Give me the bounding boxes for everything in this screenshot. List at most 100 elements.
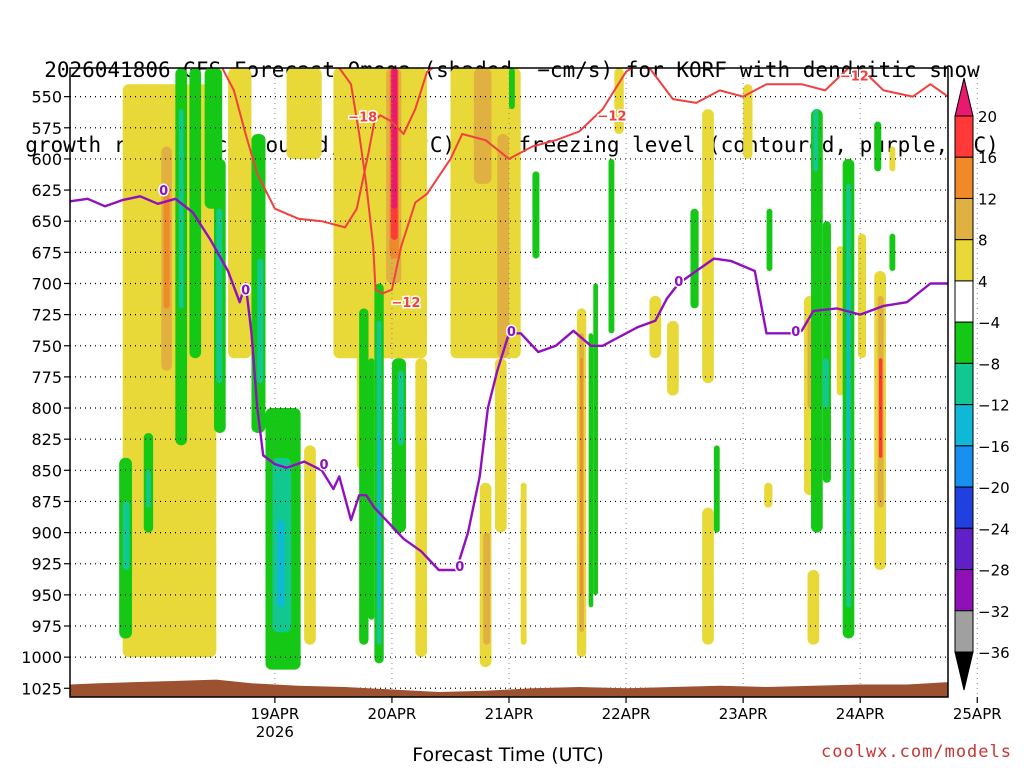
omega-cell: [216, 208, 223, 384]
y-tick-label: 625: [31, 181, 62, 200]
omega-cell: [140, 283, 158, 371]
credit-link[interactable]: coolwx.com/models: [821, 742, 1012, 762]
omega-cell: [520, 482, 527, 645]
contour-labels: 0 0 0 0 0 0 0 −18 −12 −12 −12: [158, 68, 871, 577]
omega-cell: [167, 482, 177, 608]
y-tick-label: 575: [31, 119, 62, 138]
omega-cell: [391, 68, 398, 209]
x-axis-label: Forecast Time (UTC): [412, 744, 604, 766]
omega-cell: [509, 68, 515, 110]
omega-cell: [377, 432, 381, 608]
contour-label: 0: [241, 284, 250, 299]
omega-cell: [702, 507, 714, 645]
y-tick-label: 800: [31, 399, 62, 418]
colorbar-label: −8: [978, 355, 1000, 373]
y-tick-label: 875: [31, 492, 62, 511]
omega-cell: [532, 171, 540, 259]
y-tick-label: 850: [31, 461, 62, 480]
omega-cell: [690, 208, 699, 309]
contour-label: −12: [840, 69, 869, 84]
colorbar-label: 4: [978, 273, 988, 291]
x-tick-label: 20APR: [368, 705, 417, 723]
colorbar-segment: [954, 239, 974, 282]
x-tick-label: 23APR: [719, 705, 768, 723]
y-tick-label: 775: [31, 368, 62, 387]
colorbar-label: −12: [978, 397, 1010, 415]
y-tick-label: 725: [31, 306, 62, 325]
omega-cell: [813, 109, 819, 172]
x-tick-label: 25APR: [953, 705, 1002, 723]
contour-label: −18: [348, 111, 377, 126]
dgz-contour-minus18: [221, 68, 434, 229]
omega-cell: [580, 358, 583, 595]
colorbar-segment: [954, 156, 974, 199]
omega-cell: [857, 233, 867, 359]
omega-cell: [146, 470, 151, 508]
y-tick-label: 975: [31, 617, 62, 636]
contour-label: −12: [391, 296, 420, 311]
omega-cell: [163, 183, 170, 309]
colorbar-segment: [954, 197, 974, 241]
colorbar-arrow-bottom: [954, 651, 974, 691]
contour-lines: [70, 68, 948, 572]
colorbar-label: −28: [978, 562, 1010, 580]
colorbar-label: −36: [978, 644, 1010, 662]
omega-cell: [473, 68, 492, 184]
omega-cell: [189, 68, 202, 359]
x-tick-label: 21APR: [485, 705, 534, 723]
omega-cell: [766, 208, 773, 272]
y-tick-label: 925: [31, 555, 62, 574]
y-tick-label: 825: [31, 430, 62, 449]
freezing-level-contour: [70, 195, 948, 572]
colorbar-label: 20: [978, 108, 997, 126]
colorbar-segment: [954, 445, 974, 488]
x-tick-year: 2026: [256, 723, 294, 741]
x-tick-label: 24APR: [836, 705, 885, 723]
omega-shading: [119, 68, 896, 670]
omega-cell: [178, 109, 184, 309]
omega-cell: [483, 532, 491, 645]
contour-label: −12: [598, 109, 627, 124]
colorbar-label: −32: [978, 603, 1010, 621]
colorbar-label: −24: [978, 520, 1010, 538]
y-tick-label: 1000: [21, 648, 62, 667]
contour-label: 0: [455, 560, 464, 575]
omega-cell: [811, 109, 823, 533]
omega-cell: [614, 68, 624, 135]
colorbar-label: −20: [978, 479, 1010, 497]
omega-cell: [415, 358, 428, 658]
omega-cell: [122, 501, 130, 570]
omega-cell: [494, 358, 507, 533]
y-tick-label: 650: [31, 212, 62, 231]
colorbar-arrow-top: [954, 77, 974, 117]
colorbar-segment: [954, 362, 974, 406]
colorbar-segment: [954, 610, 974, 653]
omega-cell: [822, 221, 831, 483]
omega-cell: [608, 158, 615, 334]
colorbar-segment: [954, 569, 974, 612]
contour-label: 0: [159, 184, 168, 199]
omega-cell: [702, 109, 714, 384]
omega-cell: [713, 445, 720, 533]
y-tick-label: 550: [31, 88, 62, 107]
omega-cell: [368, 358, 375, 620]
omega-cell: [304, 445, 316, 645]
y-axis: 550 575 600 625 650 675 700 725 750 775 800 825 850 8…: [21, 88, 70, 698]
omega-cell: [822, 358, 829, 409]
colorbar-label: −4: [978, 314, 1000, 332]
omega-cell: [359, 308, 369, 645]
omega-cell: [847, 283, 850, 533]
y-tick-label: 950: [31, 586, 62, 605]
y-tick-label: 600: [31, 150, 62, 169]
omega-cell: [889, 146, 896, 172]
contour-label: 0: [674, 275, 683, 290]
omega-cell: [667, 320, 679, 396]
y-tick-label: 1025: [21, 679, 62, 698]
omega-cell: [874, 121, 882, 172]
contour-label: 0: [791, 325, 800, 340]
omega-cell: [286, 68, 322, 159]
y-tick-label: 900: [31, 524, 62, 543]
omega-cell: [807, 569, 820, 645]
